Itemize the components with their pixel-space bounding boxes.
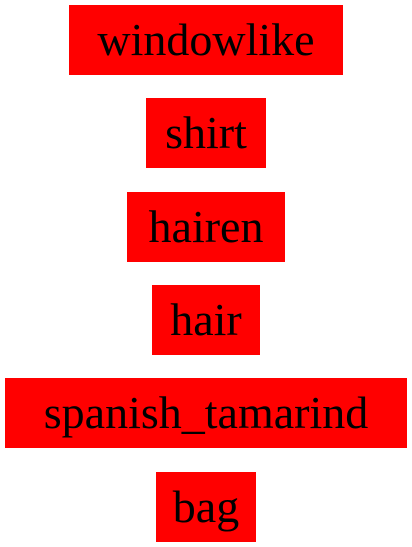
word-label-hairen: hairen — [127, 192, 285, 262]
word-label-spanish-tamarind: spanish_tamarind — [5, 378, 407, 448]
word-label-bag: bag — [156, 472, 256, 542]
word-label-shirt: shirt — [146, 98, 266, 168]
word-label-windowlike: windowlike — [69, 5, 343, 75]
word-label-hair: hair — [152, 285, 260, 355]
